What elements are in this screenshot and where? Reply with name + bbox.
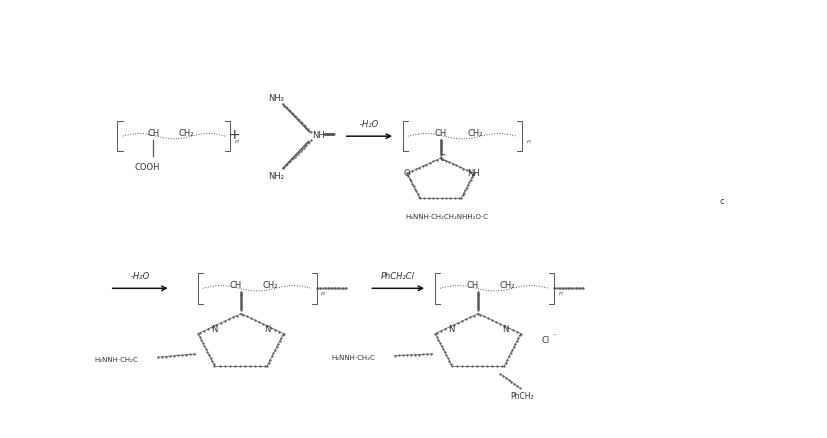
Text: N: N bbox=[211, 324, 218, 333]
Text: H₂NNH·CH₂C: H₂NNH·CH₂C bbox=[94, 356, 138, 362]
Text: H₂NNH·CH₂CH₂NHH₂O·C: H₂NNH·CH₂CH₂NHH₂O·C bbox=[405, 213, 489, 219]
Text: Cl: Cl bbox=[541, 335, 549, 344]
Text: O: O bbox=[404, 169, 410, 177]
Text: N: N bbox=[448, 324, 454, 333]
Text: NH₂: NH₂ bbox=[269, 94, 284, 102]
Text: CH: CH bbox=[466, 280, 479, 289]
Text: n: n bbox=[526, 138, 530, 143]
Text: ⁻: ⁻ bbox=[552, 332, 556, 339]
Text: n: n bbox=[235, 138, 239, 143]
Text: -H₂O: -H₂O bbox=[131, 271, 150, 280]
Text: CH: CH bbox=[434, 128, 447, 138]
Text: N: N bbox=[265, 324, 271, 333]
Text: CH₂: CH₂ bbox=[500, 280, 515, 289]
Text: c: c bbox=[719, 197, 724, 205]
Text: NH: NH bbox=[312, 131, 324, 140]
Text: CH₂: CH₂ bbox=[262, 280, 278, 289]
Text: COOH: COOH bbox=[134, 163, 160, 172]
Text: H₂NNH·CH₂C: H₂NNH·CH₂C bbox=[331, 354, 375, 360]
Text: CH₂: CH₂ bbox=[179, 128, 194, 138]
Text: NH₂: NH₂ bbox=[269, 171, 284, 180]
Text: N: N bbox=[502, 324, 508, 333]
Text: PhCH₂Cl: PhCH₂Cl bbox=[381, 271, 415, 280]
Text: CH: CH bbox=[147, 128, 160, 138]
Text: C: C bbox=[439, 153, 445, 162]
Text: CH₂: CH₂ bbox=[467, 128, 483, 138]
Text: PhCH₂: PhCH₂ bbox=[509, 392, 533, 400]
Text: NH: NH bbox=[467, 169, 480, 177]
Text: CH: CH bbox=[229, 280, 241, 289]
Text: +: + bbox=[229, 128, 241, 142]
Text: n: n bbox=[558, 290, 562, 295]
Text: -H₂O: -H₂O bbox=[360, 120, 379, 128]
Text: n: n bbox=[321, 290, 325, 295]
